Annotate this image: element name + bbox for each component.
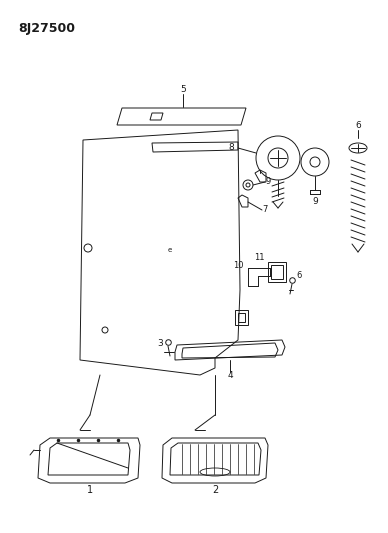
Text: 2: 2 xyxy=(212,485,218,495)
Text: 1: 1 xyxy=(87,485,93,495)
Text: e: e xyxy=(168,247,172,253)
Text: 5: 5 xyxy=(180,85,186,94)
Text: 6: 6 xyxy=(355,122,361,131)
Text: 3: 3 xyxy=(157,340,163,349)
Text: 4: 4 xyxy=(227,372,233,381)
Text: 11: 11 xyxy=(255,254,265,262)
Text: 9: 9 xyxy=(312,198,318,206)
Text: 8J27500: 8J27500 xyxy=(18,22,75,35)
Text: 8: 8 xyxy=(228,143,234,152)
Text: 10: 10 xyxy=(234,261,244,270)
Text: 7: 7 xyxy=(262,206,268,214)
Text: 6: 6 xyxy=(296,271,301,279)
Text: 9: 9 xyxy=(265,177,270,187)
